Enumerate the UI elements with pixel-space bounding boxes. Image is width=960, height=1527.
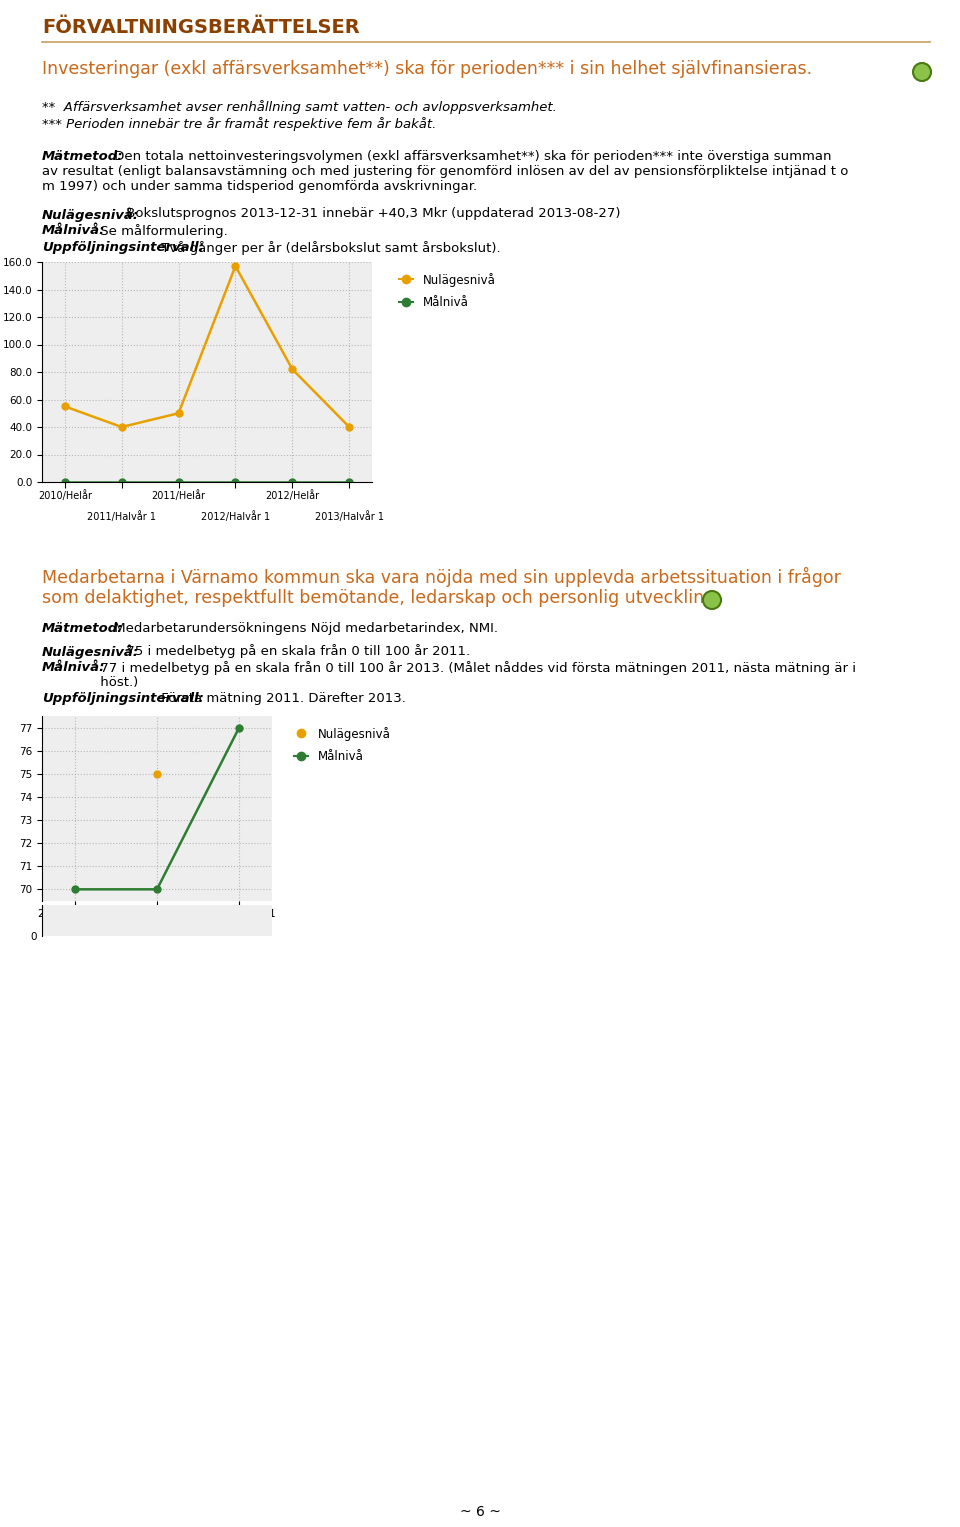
Text: Uppföljningsintervall:: Uppföljningsintervall: <box>42 692 204 705</box>
Text: 2012/Halvår 1: 2012/Halvår 1 <box>201 510 270 522</box>
Text: Mätmetod:: Mätmetod: <box>42 621 124 635</box>
Text: m 1997) och under samma tidsperiod genomförda avskrivningar.: m 1997) och under samma tidsperiod genom… <box>42 180 477 192</box>
Text: 2011/Halvår 1: 2011/Halvår 1 <box>87 510 156 522</box>
Text: 2013/Halvår 1: 2013/Halvår 1 <box>315 510 384 522</box>
Text: Medarbetarundersökningens Nöjd medarbetarindex, NMI.: Medarbetarundersökningens Nöjd medarbeta… <box>110 621 498 635</box>
Text: *** Perioden innebär tre år framåt respektive fem år bakåt.: *** Perioden innebär tre år framåt respe… <box>42 118 437 131</box>
Text: Första mätning 2011. Därefter 2013.: Första mätning 2011. Därefter 2013. <box>157 692 406 705</box>
Legend: Nulägesnivå, Målnivå: Nulägesnivå, Målnivå <box>289 722 396 768</box>
Text: Målnivå:: Målnivå: <box>42 224 106 237</box>
Text: Medarbetarna i Värnamo kommun ska vara nöjda med sin upplevda arbetssituation i : Medarbetarna i Värnamo kommun ska vara n… <box>42 567 841 586</box>
Text: som delaktighet, respektfullt bemötande, ledarskap och personlig utveckling.: som delaktighet, respektfullt bemötande,… <box>42 589 721 608</box>
Text: ~ 6 ~: ~ 6 ~ <box>460 1506 500 1519</box>
Text: Den totala nettoinvesteringsvolymen (exkl affärsverksamhet**) ska för perioden**: Den totala nettoinvesteringsvolymen (exk… <box>110 150 831 163</box>
Text: FÖRVALTNINGSBERÄTTELSER: FÖRVALTNINGSBERÄTTELSER <box>42 18 360 37</box>
Circle shape <box>913 63 931 81</box>
Text: Investeringar (exkl affärsverksamhet**) ska för perioden*** i sin helhet självfi: Investeringar (exkl affärsverksamhet**) … <box>42 60 812 78</box>
Text: 75 i medelbetyg på en skala från 0 till 100 år 2011.: 75 i medelbetyg på en skala från 0 till … <box>122 644 470 658</box>
Text: Målnivå:: Målnivå: <box>42 661 106 673</box>
Text: Se målformulering.: Se målformulering. <box>96 224 228 238</box>
Text: av resultat (enligt balansavstämning och med justering för genomförd inlösen av : av resultat (enligt balansavstämning och… <box>42 165 849 179</box>
Text: **  Affärsverksamhet avser renhållning samt vatten- och avloppsverksamhet.: ** Affärsverksamhet avser renhållning sa… <box>42 99 557 115</box>
Text: Bokslutsprognos 2013-12-31 innebär +40,3 Mkr (uppdaterad 2013-08-27): Bokslutsprognos 2013-12-31 innebär +40,3… <box>122 208 620 220</box>
Legend: Nulägesnivå, Målnivå: Nulägesnivå, Målnivå <box>395 267 500 313</box>
Circle shape <box>703 591 721 609</box>
Text: Nulägesnivå:: Nulägesnivå: <box>42 208 139 221</box>
Text: Uppföljningsintervall:: Uppföljningsintervall: <box>42 241 204 253</box>
Text: höst.): höst.) <box>96 676 138 689</box>
Text: 77 i medelbetyg på en skala från 0 till 100 år 2013. (Målet nåddes vid första mä: 77 i medelbetyg på en skala från 0 till … <box>96 661 856 675</box>
Text: Mätmetod:: Mätmetod: <box>42 150 124 163</box>
Text: Två gånger per år (delårsbokslut samt årsbokslut).: Två gånger per år (delårsbokslut samt år… <box>157 241 500 255</box>
Text: Nulägesnivå:: Nulägesnivå: <box>42 644 139 658</box>
